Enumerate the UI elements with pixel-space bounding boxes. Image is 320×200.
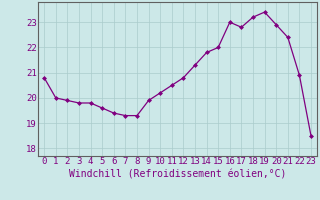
X-axis label: Windchill (Refroidissement éolien,°C): Windchill (Refroidissement éolien,°C): [69, 169, 286, 179]
